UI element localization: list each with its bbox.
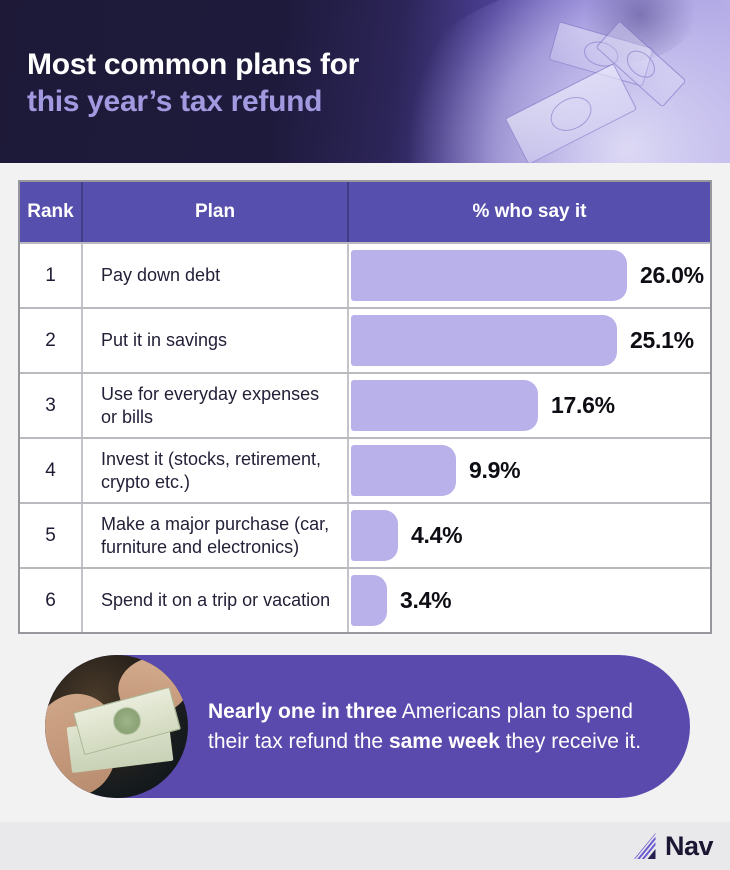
table-row: 1 Pay down debt 26.0%: [20, 242, 710, 307]
value-label: 25.1%: [630, 327, 694, 353]
plan-cell: Make a major purchase (car, furniture an…: [81, 504, 347, 567]
value-bar: [351, 380, 538, 431]
callout-text: Nearly one in three Americans plan to sp…: [208, 699, 642, 753]
value-label: 4.4%: [411, 522, 463, 548]
rank-cell: 1: [45, 264, 56, 286]
table-row: 4 Invest it (stocks, retirement, crypto …: [20, 437, 710, 502]
value-bar: [351, 575, 387, 626]
bar-cell: 9.9%: [347, 439, 710, 502]
hands-exchanging-money-photo: [45, 655, 188, 798]
bar-cell: 4.4%: [347, 504, 710, 567]
bar-cell: 17.6%: [347, 374, 710, 437]
rank-cell: 4: [45, 459, 56, 481]
column-header-rank: Rank: [27, 201, 74, 222]
value-label: 26.0%: [640, 262, 704, 288]
table-header-row: Rank Plan % who say it: [20, 182, 710, 242]
value-label: 3.4%: [400, 587, 452, 613]
table-body: 1 Pay down debt 26.0% 2 Put it in saving…: [20, 242, 710, 632]
value-label: 9.9%: [469, 457, 521, 483]
value-bar: [351, 250, 627, 301]
table-row: 6 Spend it on a trip or vacation 3.4%: [20, 567, 710, 632]
nav-wordmark: Nav: [664, 831, 714, 861]
footer-bar: Nav: [0, 822, 730, 870]
nav-logo: Nav: [633, 831, 714, 861]
table-row: 5 Make a major purchase (car, furniture …: [20, 502, 710, 567]
plan-cell: Put it in savings: [81, 309, 347, 372]
page-title-line1: Most common plans for: [27, 48, 360, 81]
money-on-bed-photo: [0, 0, 730, 163]
nav-triangle-icon: [633, 833, 656, 859]
column-header-percent: % who say it: [347, 182, 710, 242]
plan-cell: Spend it on a trip or vacation: [81, 569, 347, 632]
plan-cell: Use for everyday expenses or bills: [81, 374, 347, 437]
rank-cell: 2: [45, 329, 56, 351]
value-bar: [351, 315, 617, 366]
page-title: Most common plans for this year’s tax re…: [27, 46, 359, 120]
rank-cell: 3: [45, 394, 56, 416]
value-label: 17.6%: [551, 392, 615, 418]
callout-bubble: Nearly one in three Americans plan to sp…: [45, 655, 690, 798]
page-title-line2: this year’s tax refund: [27, 85, 323, 118]
bar-cell: 26.0%: [347, 244, 710, 307]
rank-cell: 6: [45, 589, 56, 611]
value-bar: [351, 445, 456, 496]
bar-cell: 25.1%: [347, 309, 710, 372]
plan-cell: Pay down debt: [81, 244, 347, 307]
bar-cell: 3.4%: [347, 569, 710, 632]
rank-cell: 5: [45, 524, 56, 546]
column-header-plan: Plan: [81, 182, 347, 242]
table-row: 2 Put it in savings 25.1%: [20, 307, 710, 372]
header-banner: Most common plans for this year’s tax re…: [0, 0, 730, 163]
plan-cell: Invest it (stocks, retirement, crypto et…: [81, 439, 347, 502]
table-row: 3 Use for everyday expenses or bills 17.…: [20, 372, 710, 437]
value-bar: [351, 510, 398, 561]
plans-table: Rank Plan % who say it 1 Pay down debt 2…: [18, 180, 712, 634]
